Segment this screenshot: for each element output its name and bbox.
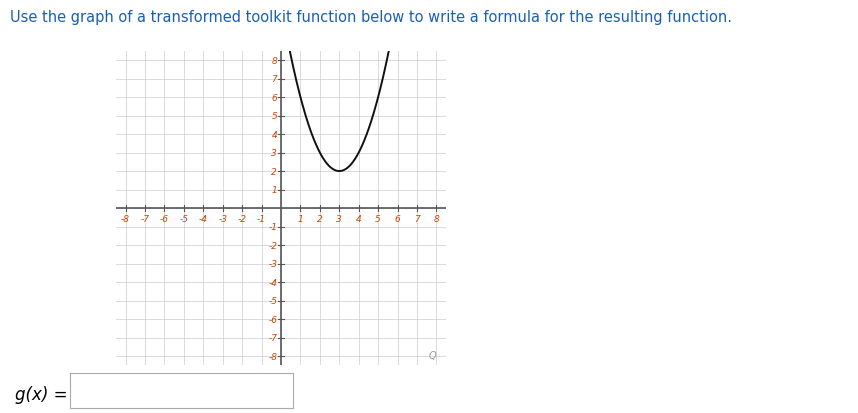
Text: g(x) =: g(x) = <box>15 385 68 404</box>
Text: -6: -6 <box>268 315 277 324</box>
Text: -4: -4 <box>268 278 277 287</box>
Text: -5: -5 <box>179 214 189 223</box>
Text: 8: 8 <box>433 214 439 223</box>
Text: -1: -1 <box>257 214 266 223</box>
Text: 1: 1 <box>298 214 303 223</box>
Text: 4: 4 <box>356 214 361 223</box>
Text: 5: 5 <box>271 112 277 121</box>
Text: 3: 3 <box>271 149 277 158</box>
Text: -7: -7 <box>141 214 149 223</box>
Text: 3: 3 <box>336 214 342 223</box>
Text: 2: 2 <box>317 214 323 223</box>
Text: -7: -7 <box>268 333 277 342</box>
Text: -2: -2 <box>268 241 277 250</box>
Text: 5: 5 <box>375 214 381 223</box>
Text: -3: -3 <box>268 259 277 268</box>
Text: -8: -8 <box>268 352 277 361</box>
Text: 8: 8 <box>271 56 277 65</box>
Text: Q: Q <box>429 350 437 360</box>
Text: -4: -4 <box>199 214 208 223</box>
Text: 2: 2 <box>271 167 277 176</box>
Text: 1: 1 <box>271 185 277 195</box>
Text: 7: 7 <box>271 75 277 84</box>
Text: 6: 6 <box>271 93 277 102</box>
Text: 4: 4 <box>271 130 277 139</box>
Text: 7: 7 <box>414 214 420 223</box>
Text: -1: -1 <box>268 223 277 232</box>
Text: -3: -3 <box>218 214 227 223</box>
Text: -5: -5 <box>268 297 277 305</box>
Text: -2: -2 <box>238 214 246 223</box>
Text: Use the graph of a transformed toolkit function below to write a formula for the: Use the graph of a transformed toolkit f… <box>10 10 732 25</box>
Text: -6: -6 <box>160 214 169 223</box>
Text: -8: -8 <box>121 214 130 223</box>
Text: 6: 6 <box>395 214 401 223</box>
